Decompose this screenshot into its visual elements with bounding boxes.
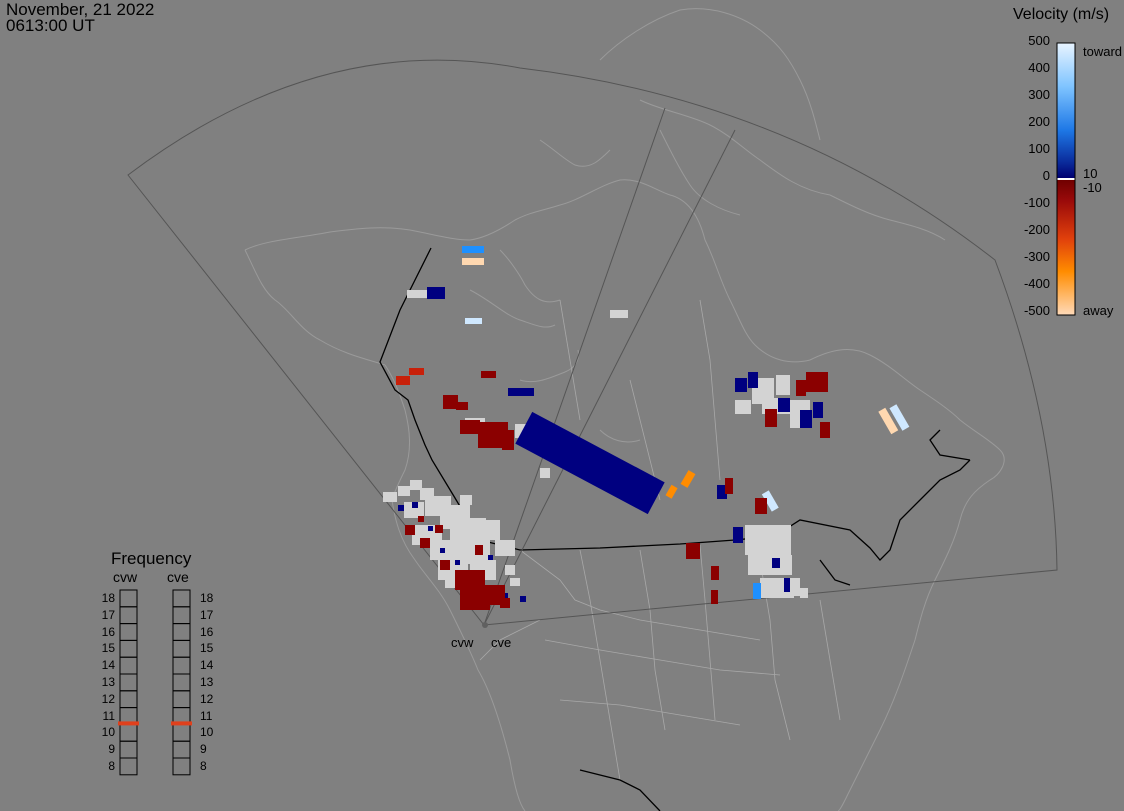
ground-scatter xyxy=(383,290,810,598)
velocity-tick-label: 400 xyxy=(1028,60,1050,75)
velocity-tick-label: -400 xyxy=(1023,276,1050,291)
freq-tick-right: 13 xyxy=(200,675,214,689)
toward-high-echoes xyxy=(465,318,910,512)
toward-strong-echoes xyxy=(462,246,761,599)
freq-marker xyxy=(171,721,192,726)
freq-cell xyxy=(172,690,191,709)
freq-tick-left: 16 xyxy=(101,624,115,639)
velocity-tick-label: -100 xyxy=(1023,195,1050,210)
freq-cell xyxy=(119,589,138,608)
freq-cell xyxy=(172,623,191,641)
velocity-colorbar xyxy=(1056,42,1076,316)
velocity-scale-title: Velocity (m/s) xyxy=(1013,6,1110,23)
velocity-tick-label: 0 xyxy=(1042,168,1050,183)
freq-cell xyxy=(119,690,138,709)
freq-cell xyxy=(172,639,191,658)
coastlines xyxy=(244,8,1005,811)
freq-cell xyxy=(172,740,191,759)
date-label: November, 21 2022 xyxy=(6,0,155,19)
frequency-bars xyxy=(118,589,192,776)
freq-cell xyxy=(172,673,191,692)
freq-tick-right: 18 xyxy=(200,591,214,605)
freq-cell xyxy=(172,757,191,776)
freq-tick-right: 8 xyxy=(200,759,207,773)
frequency-title: Frequency xyxy=(111,549,192,568)
freq-cell xyxy=(119,606,138,625)
freq-col-label-cve: cve xyxy=(167,569,189,585)
freq-tick-left: 15 xyxy=(101,641,115,656)
freq-col-label-cvw: cvw xyxy=(113,569,138,585)
time-label: 0613:00 UT xyxy=(6,16,95,35)
away-high-echoes xyxy=(462,258,899,435)
radar-label-cve: cve xyxy=(491,635,512,650)
velocity-tick-label: 300 xyxy=(1028,87,1050,102)
freq-cell xyxy=(119,639,138,658)
freq-tick-left: 8 xyxy=(108,759,115,773)
national-borders xyxy=(379,247,971,811)
pos-threshold-label: 10 xyxy=(1083,166,1098,181)
freq-cell xyxy=(172,656,191,675)
away-strong-echoes xyxy=(665,470,696,499)
freq-cell xyxy=(172,723,191,742)
velocity-tick-label: 500 xyxy=(1028,33,1050,48)
freq-cell xyxy=(172,589,191,608)
freq-tick-right: 9 xyxy=(200,742,207,757)
freq-cell xyxy=(119,723,138,742)
neg-threshold-label: -10 xyxy=(1083,180,1102,195)
radar-site-marker xyxy=(482,622,488,628)
freq-tick-right: 12 xyxy=(200,691,214,706)
velocity-tick-label: -200 xyxy=(1023,222,1050,237)
freq-tick-left: 9 xyxy=(108,742,115,757)
freq-tick-left: 10 xyxy=(101,725,115,740)
radar-fields-of-view xyxy=(127,59,1058,626)
freq-tick-right: 16 xyxy=(200,624,214,639)
velocity-tick-label: -300 xyxy=(1023,249,1050,264)
freq-tick-left: 18 xyxy=(101,591,115,605)
freq-tick-left: 13 xyxy=(101,675,115,689)
freq-tick-right: 14 xyxy=(200,658,214,673)
velocity-tick-label: 200 xyxy=(1028,114,1050,129)
freq-tick-right: 17 xyxy=(200,607,214,622)
velocity-tick-label: 100 xyxy=(1028,141,1050,156)
freq-cell xyxy=(119,740,138,759)
freq-cell xyxy=(172,606,191,625)
away-mid-echoes xyxy=(396,368,424,385)
freq-tick-left: 14 xyxy=(101,658,115,673)
freq-tick-right: 11 xyxy=(200,708,213,723)
freq-tick-left: 17 xyxy=(101,607,115,622)
toward-echoes xyxy=(398,287,823,605)
away-label: away xyxy=(1083,303,1114,318)
freq-tick-right: 15 xyxy=(200,641,214,656)
freq-cell xyxy=(119,673,138,692)
freq-cell xyxy=(119,623,138,641)
freq-tick-left: 12 xyxy=(101,691,115,706)
radar-label-cvw: cvw xyxy=(451,635,474,650)
freq-cell xyxy=(119,757,138,776)
freq-marker xyxy=(118,721,139,726)
freq-tick-left: 11 xyxy=(102,708,115,723)
away-echoes xyxy=(405,371,830,610)
freq-cell xyxy=(119,656,138,675)
freq-tick-right: 10 xyxy=(200,725,214,740)
velocity-tick-label: -500 xyxy=(1023,303,1050,318)
toward-label: toward xyxy=(1083,44,1123,59)
